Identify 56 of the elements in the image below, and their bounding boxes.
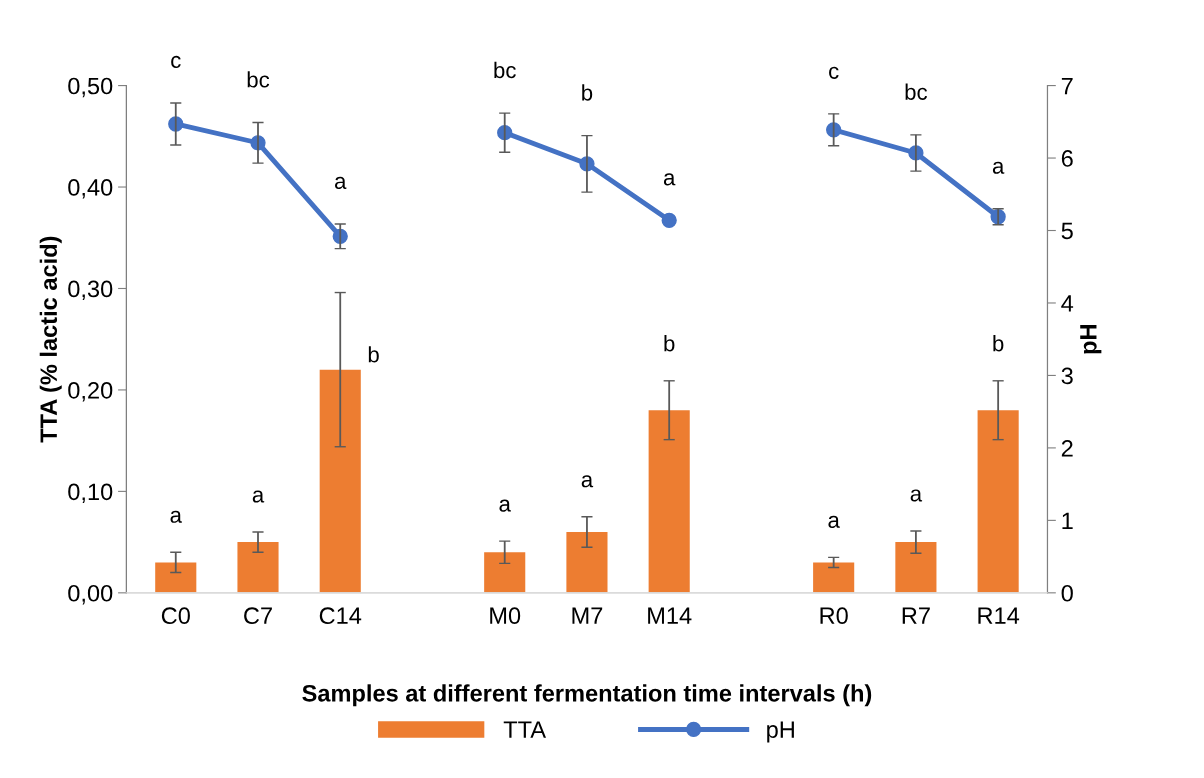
bar [813, 562, 855, 593]
data-label: c [829, 66, 839, 79]
data-label: b [368, 346, 379, 363]
y2-tick-label: 5 [1061, 222, 1073, 240]
legend-label: TTA [503, 721, 547, 738]
y2-tick-label: 1 [1062, 512, 1073, 529]
data-label: a [992, 161, 1005, 174]
x-tick-label: C14 [319, 607, 362, 625]
y-tick-label: 0,30 [68, 280, 113, 301]
bar [895, 542, 937, 593]
bar [237, 542, 279, 593]
y-tick-label: 0,40 [68, 179, 113, 199]
x-tick-label: R14 [978, 607, 1020, 624]
data-label: bc [247, 71, 270, 88]
y-axis-title: TTA (% lactic acid) [39, 236, 62, 443]
y-tick-label: 0,50 [68, 77, 113, 98]
y2-tick-label: 3 [1061, 367, 1073, 385]
x-axis-title: Samples at different fermentation time intervals (h) [302, 684, 872, 707]
x-tick-label: R7 [902, 607, 930, 624]
bar [155, 562, 197, 593]
x-tick-label: M7 [572, 607, 603, 624]
y2-tick-label: 2 [1061, 439, 1073, 457]
y-tick-label: 0,10 [68, 483, 113, 503]
x-tick-label: M14 [648, 607, 692, 624]
data-label: a [499, 499, 511, 512]
data-label: a [581, 475, 594, 488]
bar [648, 410, 690, 593]
bar [977, 410, 1019, 593]
y-tick-label: 0,00 [68, 584, 113, 605]
y2-tick-label: 7 [1061, 77, 1073, 95]
y-tick-label: 0,20 [68, 382, 113, 402]
bar [484, 552, 526, 593]
data-label: bc [494, 61, 516, 79]
data-label: c [171, 55, 181, 69]
data-label: a [828, 515, 840, 528]
legend-label: pH [767, 721, 794, 743]
x-tick-label: C7 [244, 607, 272, 625]
data-label: a [663, 173, 676, 186]
y2-tick-label: 6 [1061, 150, 1073, 167]
x-tick-label: C0 [161, 607, 190, 625]
data-label: b [993, 335, 1004, 352]
x-tick-label: M0 [490, 607, 521, 625]
data-label: a [910, 489, 923, 502]
y2-axis-title: pH [1080, 325, 1102, 354]
x-tick-label: R0 [820, 607, 848, 625]
bar [319, 369, 361, 593]
y2-tick-label: 4 [1061, 295, 1074, 312]
y2-tick-label: 0 [1061, 584, 1073, 602]
data-label: b [664, 335, 675, 352]
data-label: bc [905, 83, 928, 100]
point [661, 212, 677, 229]
bar [566, 531, 608, 593]
data-label: a [252, 490, 265, 503]
data-label: a [170, 510, 182, 523]
data-label: b [582, 84, 593, 101]
data-label: a [335, 176, 347, 190]
